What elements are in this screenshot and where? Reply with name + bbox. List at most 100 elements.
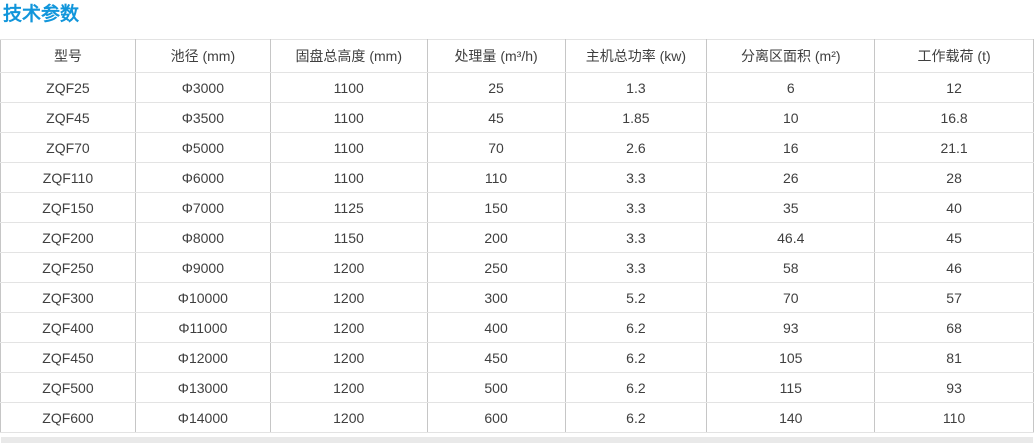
table-cell: ZQF70 — [0, 132, 136, 163]
table-cell: 40 — [874, 192, 1034, 223]
table-cell: ZQF110 — [0, 162, 136, 193]
table-cell: 300 — [426, 282, 566, 313]
table-cell: ZQF200 — [0, 222, 136, 253]
table-cell: 1100 — [269, 162, 428, 193]
table-cell: 3.3 — [564, 162, 708, 193]
table-cell: 5.2 — [564, 282, 708, 313]
table-cell: 81 — [874, 342, 1034, 373]
table-cell: 250 — [426, 252, 566, 283]
table-cell: 6 — [706, 72, 876, 103]
table-cell: 6.2 — [564, 402, 708, 433]
table-cell: 10 — [706, 102, 876, 133]
table-cell: ZQF600 — [0, 402, 136, 433]
table-cell: Φ6000 — [134, 162, 271, 193]
table-cell: 46 — [874, 252, 1034, 283]
table-row: ZQF25 Φ3000 1100 25 1.3 6 12 — [0, 72, 1034, 103]
table-cell: 16.8 — [874, 102, 1034, 133]
table-cell: 35 — [706, 192, 876, 223]
table-cell: 3.3 — [564, 192, 708, 223]
table-cell: 93 — [874, 372, 1034, 403]
table-cell: Φ12000 — [134, 342, 271, 373]
table-cell: 1125 — [269, 192, 428, 223]
table-cell: 68 — [874, 312, 1034, 343]
table-cell: ZQF250 — [0, 252, 136, 283]
table-cell: 150 — [426, 192, 566, 223]
table-cell: 400 — [426, 312, 566, 343]
table-cell: 1100 — [269, 72, 428, 103]
table-head: 型号 池径 (mm) 固盘总高度 (mm) 处理量 (m³/h) 主机总功率 (kw) 分… — [0, 39, 1034, 73]
table-cell: 25 — [426, 72, 566, 103]
table-row: ZQF250 Φ9000 1200 250 3.3 58 46 — [0, 252, 1034, 283]
table-cell: Φ11000 — [134, 312, 271, 343]
table-row: ZQF45 Φ3500 1100 45 1.85 10 16.8 — [0, 102, 1034, 133]
table-cell: ZQF500 — [0, 372, 136, 403]
table-cell: Φ3000 — [134, 72, 271, 103]
spec-table: 型号 池径 (mm) 固盘总高度 (mm) 处理量 (m³/h) 主机总功率 (kw) 分… — [0, 39, 1034, 433]
table-cell: ZQF450 — [0, 342, 136, 373]
table-cell: 57 — [874, 282, 1034, 313]
table-cell: 115 — [706, 372, 876, 403]
column-header: 池径 (mm) — [134, 39, 271, 73]
table-cell: Φ7000 — [134, 192, 271, 223]
table-cell: 3.3 — [564, 252, 708, 283]
header-row: 型号 池径 (mm) 固盘总高度 (mm) 处理量 (m³/h) 主机总功率 (kw) 分… — [0, 39, 1034, 73]
table-row: ZQF300 Φ10000 1200 300 5.2 70 57 — [0, 282, 1034, 313]
column-header: 主机总功率 (kw) — [564, 39, 708, 73]
table-cell: 140 — [706, 402, 876, 433]
column-header: 分离区面积 (m²) — [706, 39, 876, 73]
table-cell: 500 — [426, 372, 566, 403]
table-body: ZQF25 Φ3000 1100 25 1.3 6 12 ZQF45 Φ3500 1100 45 1.… — [0, 72, 1034, 433]
table-row: ZQF150 Φ7000 1125 150 3.3 35 40 — [0, 192, 1034, 223]
table-cell: 70 — [426, 132, 566, 163]
column-header: 固盘总高度 (mm) — [269, 39, 428, 73]
table-cell: 450 — [426, 342, 566, 373]
table-cell: ZQF45 — [0, 102, 136, 133]
table-cell: 1200 — [269, 342, 428, 373]
table-cell: 93 — [706, 312, 876, 343]
table-cell: ZQF150 — [0, 192, 136, 223]
table-row: ZQF600 Φ14000 1200 600 6.2 140 110 — [0, 402, 1034, 433]
table-cell: Φ5000 — [134, 132, 271, 163]
table-cell: Φ3500 — [134, 102, 271, 133]
table-cell: 1200 — [269, 252, 428, 283]
table-cell: 16 — [706, 132, 876, 163]
table-cell: Φ13000 — [134, 372, 271, 403]
table-cell: ZQF300 — [0, 282, 136, 313]
table-cell: 1150 — [269, 222, 428, 253]
table-cell: 6.2 — [564, 312, 708, 343]
table-cell: ZQF400 — [0, 312, 136, 343]
table-cell: ZQF25 — [0, 72, 136, 103]
column-header: 处理量 (m³/h) — [426, 39, 566, 73]
table-cell: 12 — [874, 72, 1034, 103]
table-row: ZQF500 Φ13000 1200 500 6.2 115 93 — [0, 372, 1034, 403]
table-cell: 1200 — [269, 282, 428, 313]
table-cell: 21.1 — [874, 132, 1034, 163]
table-cell: 28 — [874, 162, 1034, 193]
table-row: ZQF450 Φ12000 1200 450 6.2 105 81 — [0, 342, 1034, 373]
table-cell: Φ14000 — [134, 402, 271, 433]
table-cell: 70 — [706, 282, 876, 313]
table-cell: 1200 — [269, 402, 428, 433]
column-header: 工作载荷 (t) — [874, 39, 1034, 73]
table-cell: 1.3 — [564, 72, 708, 103]
table-cell: 26 — [706, 162, 876, 193]
table-cell: 2.6 — [564, 132, 708, 163]
table-cell: Φ8000 — [134, 222, 271, 253]
table-cell: 45 — [426, 102, 566, 133]
table-cell: 105 — [706, 342, 876, 373]
table-cell: 1.85 — [564, 102, 708, 133]
table-cell: 1200 — [269, 372, 428, 403]
table-cell: Φ10000 — [134, 282, 271, 313]
next-row-cutoff-strip — [1, 437, 1033, 443]
table-cell: 110 — [426, 162, 566, 193]
column-header: 型号 — [0, 39, 136, 73]
table-cell: 6.2 — [564, 372, 708, 403]
table-cell: 200 — [426, 222, 566, 253]
table-row: ZQF400 Φ11000 1200 400 6.2 93 68 — [0, 312, 1034, 343]
table-row: ZQF110 Φ6000 1100 110 3.3 26 28 — [0, 162, 1034, 193]
table-cell: 6.2 — [564, 342, 708, 373]
table-cell: 46.4 — [706, 222, 876, 253]
table-cell: 3.3 — [564, 222, 708, 253]
table-cell: 110 — [874, 402, 1034, 433]
